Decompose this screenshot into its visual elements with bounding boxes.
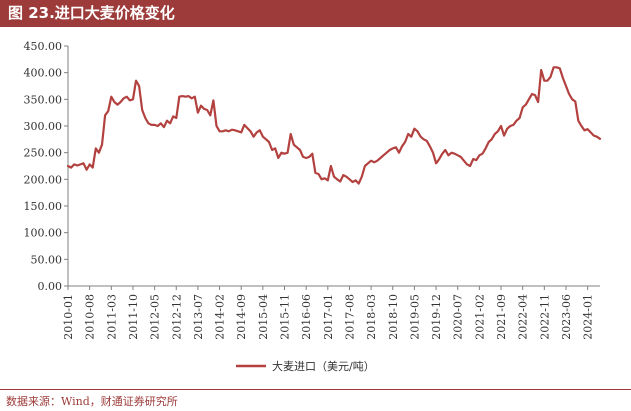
y-tick-label: 400.00 xyxy=(24,67,63,80)
y-tick-label: 150.00 xyxy=(24,200,63,213)
x-tick-label: 2019-12 xyxy=(430,294,443,340)
x-tick-label: 2016-06 xyxy=(300,294,313,340)
x-axis: 2010-01 2010-08 2011-03 2011-10 2012-05 2012-… xyxy=(62,285,600,340)
x-tick-label: 2013-07 xyxy=(192,294,205,340)
x-tick-label: 2017-08 xyxy=(343,294,356,340)
x-tick-label: 2010-01 xyxy=(62,294,75,340)
y-tick-label: 450.00 xyxy=(24,40,63,53)
x-tick-label: 2017-01 xyxy=(322,294,335,340)
x-tick-label: 2014-02 xyxy=(214,294,227,340)
title-bar: 图 23.进口大麦价格变化 xyxy=(0,0,631,27)
x-tick-label: 2020-07 xyxy=(452,294,465,340)
y-tick-label: 250.00 xyxy=(24,147,63,160)
source-note: 数据来源：Wind，财通证券研究所 xyxy=(6,395,178,408)
x-tick-label: 2012-05 xyxy=(149,294,162,340)
price-line-chart: 0.00 50.00 100.00 150.00 200.00 250.00 300.00 3… xyxy=(24,40,602,373)
y-tick-label: 300.00 xyxy=(24,120,63,133)
x-tick-label: 2011-03 xyxy=(105,294,118,340)
x-tick-label: 2012-12 xyxy=(170,294,183,340)
series-line-0 xyxy=(66,66,602,185)
y-tick-label: 50.00 xyxy=(31,253,63,266)
x-tick-label: 2021-09 xyxy=(495,294,508,340)
x-tick-label: 2014-09 xyxy=(235,294,248,340)
footer-divider xyxy=(0,389,631,390)
y-axis: 0.00 50.00 100.00 150.00 200.00 250.00 300.00 3… xyxy=(24,40,69,293)
y-tick-label: 100.00 xyxy=(24,227,63,240)
series-layer xyxy=(66,66,602,185)
x-tick-label: 2024-01 xyxy=(582,294,595,340)
x-tick-label: 2010-08 xyxy=(84,294,97,340)
x-tick-label: 2015-04 xyxy=(257,294,270,340)
y-tick-label: 200.00 xyxy=(24,173,63,186)
y-tick-label: 350.00 xyxy=(24,93,63,106)
x-tick-label: 2023-06 xyxy=(560,294,573,340)
x-tick-label: 2022-11 xyxy=(538,294,551,340)
y-tick-label: 0.00 xyxy=(38,280,63,293)
x-tick-label: 2021-02 xyxy=(473,294,486,340)
x-tick-label: 2018-03 xyxy=(365,294,378,340)
legend-label: 大麦进口（美元/吨） xyxy=(272,359,375,373)
legend: 大麦进口（美元/吨） xyxy=(236,359,375,373)
x-tick-label: 2011-10 xyxy=(127,294,140,340)
x-tick-label: 2022-04 xyxy=(517,294,530,340)
figure-title: 图 23.进口大麦价格变化 xyxy=(8,4,175,22)
x-tick-label: 2018-10 xyxy=(387,294,400,340)
x-tick-label: 2019-05 xyxy=(408,294,421,340)
x-tick-label: 2015-11 xyxy=(279,294,292,340)
